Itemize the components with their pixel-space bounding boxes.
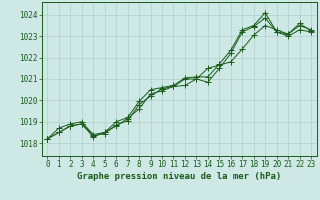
X-axis label: Graphe pression niveau de la mer (hPa): Graphe pression niveau de la mer (hPa) — [77, 172, 281, 181]
